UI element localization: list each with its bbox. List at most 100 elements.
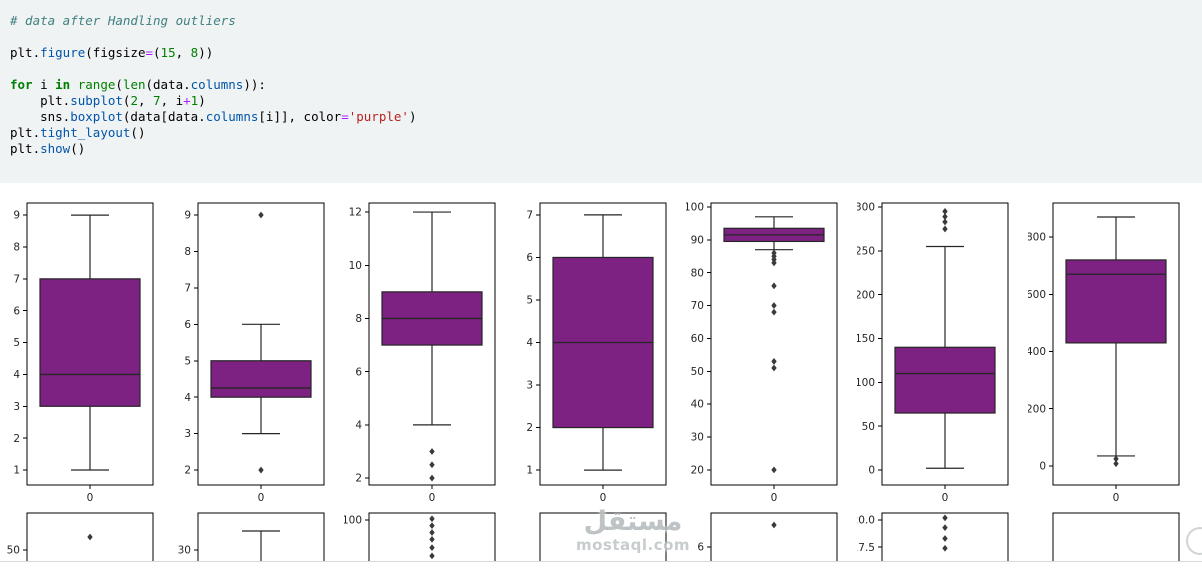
outlier-point <box>87 533 93 541</box>
y-tick-label: 8 <box>184 246 191 258</box>
y-tick-label: 100 <box>857 377 875 389</box>
outlier-point <box>771 282 777 290</box>
code-token: for <box>10 77 33 92</box>
code-token: plt. <box>10 125 41 140</box>
code-token <box>70 77 78 92</box>
y-tick-label: 10 <box>349 260 362 272</box>
code-token: ( <box>115 77 123 92</box>
outlier-point <box>771 308 777 316</box>
y-tick-label: 30 <box>178 544 191 556</box>
boxplot-subplot: 50 <box>2 508 173 561</box>
code-token: ) <box>198 93 206 108</box>
boxplot-svg: 1 2 3 4 5 6 7 8 9 0 <box>13 202 154 504</box>
outlier-point <box>771 364 777 372</box>
outlier-point <box>429 474 435 482</box>
outlier-point <box>429 461 435 469</box>
outlier-point <box>1113 460 1119 468</box>
boxplot-svg: 100 <box>342 512 496 561</box>
x-tick-label: 0 <box>258 492 265 503</box>
y-tick-label: 300 <box>857 202 875 214</box>
outlier-point <box>429 522 435 530</box>
boxplot-svg: 20.017.515.0 <box>852 512 1009 561</box>
y-tick-label: 2 <box>355 473 362 485</box>
outlier-point <box>429 535 435 543</box>
outlier-point <box>942 544 948 552</box>
y-tick-label: 200 <box>857 289 875 301</box>
y-tick-label: 1 <box>13 465 20 477</box>
code-line <box>10 29 1202 45</box>
code-cell[interactable]: # data after Handling outliers plt.figur… <box>0 0 1202 183</box>
y-tick-label: 90 <box>691 234 704 246</box>
code-token: )): <box>243 77 266 92</box>
y-tick-label: 50 <box>7 544 20 556</box>
y-tick-label: 4 <box>526 337 533 349</box>
y-tick-label: 4 <box>13 369 20 381</box>
outlier-point <box>771 358 777 365</box>
y-tick-label: 5 <box>184 355 191 367</box>
x-tick-label: 0 <box>771 492 778 503</box>
outlier-point <box>771 302 777 309</box>
outlier-point <box>429 448 435 455</box>
outlier-point <box>429 552 435 560</box>
outlier-point <box>942 213 948 221</box>
y-tick-label: 800 <box>1028 232 1046 244</box>
y-tick-label: 1 <box>526 465 533 477</box>
y-tick-label: 100 <box>344 515 362 527</box>
boxplot-svg: 50 <box>7 512 154 561</box>
outlier-point <box>942 524 948 532</box>
code-token: plt. <box>10 141 41 156</box>
boxplot-subplot <box>1028 508 1199 561</box>
y-tick-label: 2 <box>13 433 20 445</box>
outlier-point <box>942 514 948 522</box>
outlier-point <box>771 466 777 474</box>
y-tick-label: 8 <box>355 313 362 325</box>
y-tick-label: 4 <box>184 392 191 404</box>
output-bottom-border <box>0 561 1202 562</box>
y-tick-label: 2 <box>184 465 191 477</box>
y-tick-label: 50 <box>862 421 875 433</box>
boxplot-svg <box>1052 512 1180 561</box>
y-tick-label: 100 <box>686 202 704 214</box>
iqr-box <box>210 360 312 398</box>
boxplot-subplot: 100 <box>342 508 515 561</box>
boxplot-row: 1 2 3 4 5 6 7 8 9 0 2 3 4 5 6 7 8 9 0 2 4 6 8 10 12 0 1 2 3 4 5 6 7 0 20 30… <box>2 198 1199 504</box>
y-tick-label: 20.0 <box>857 515 875 527</box>
iqr-box <box>894 346 996 414</box>
axes-frame <box>1052 512 1180 561</box>
code-token: + <box>183 93 191 108</box>
code-token: in <box>55 77 71 92</box>
y-tick-label: 6 <box>697 542 704 554</box>
boxplot-subplot: 20 30 40 50 60 70 80 90 100 0 <box>684 198 857 504</box>
code-token: [i]], color <box>258 109 342 124</box>
code-line: sns.boxplot(data[data.columns[i]], color… <box>10 109 1202 125</box>
y-tick-label: 60 <box>691 333 704 345</box>
y-tick-label: 2 <box>526 422 533 434</box>
code-token: 2 <box>130 93 138 108</box>
code-token: , <box>137 93 154 108</box>
boxplot-svg: 0 50 100 150 200 250 300 0 <box>855 202 1009 504</box>
x-tick-label: 0 <box>429 492 436 503</box>
outlier-point <box>429 544 435 552</box>
code-line: plt.tight_layout() <box>10 125 1202 141</box>
boxplot-subplot <box>515 508 686 561</box>
outlier-point <box>942 225 948 233</box>
iqr-box <box>39 278 141 407</box>
outlier-point <box>771 259 777 267</box>
y-tick-label: 3 <box>526 380 533 392</box>
code-token: figure <box>40 45 86 60</box>
axes-frame <box>710 512 838 561</box>
boxplot-subplot: 1 2 3 4 5 6 7 8 9 0 <box>2 198 173 504</box>
boxplot-subplot: 0 200 400 600 800 0 <box>1026 198 1199 504</box>
code-token: ( <box>153 45 161 60</box>
outlier-point <box>429 529 435 536</box>
y-tick-label: 600 <box>1028 289 1046 301</box>
outlier-point <box>771 521 777 529</box>
boxplot-subplot: 2 4 6 8 10 12 0 <box>344 198 515 504</box>
boxplot-subplot: 2 3 4 5 6 7 8 9 0 <box>173 198 344 504</box>
y-tick-label: 0 <box>1039 461 1046 473</box>
y-tick-label: 6 <box>13 305 20 317</box>
code-token: columns <box>190 77 244 92</box>
code-line: plt.figure(figsize=(15, 8)) <box>10 45 1202 61</box>
x-tick-label: 0 <box>942 492 949 503</box>
boxplot-svg: 6 <box>697 512 838 561</box>
